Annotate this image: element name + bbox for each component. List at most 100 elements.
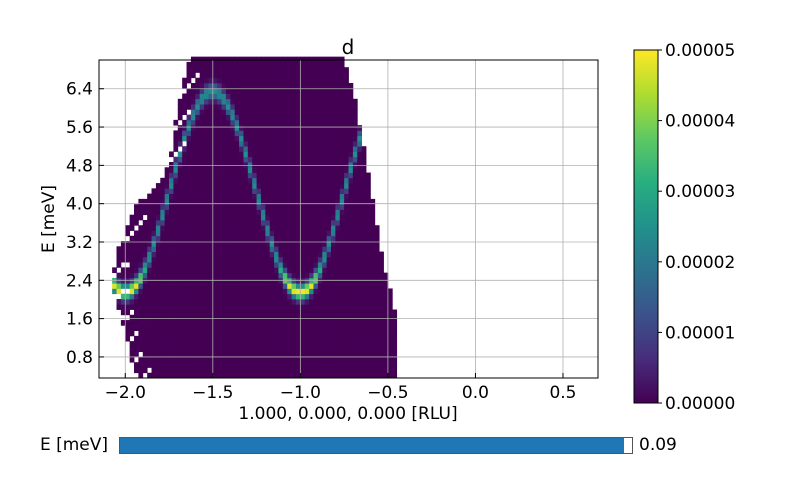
heatmap-cell (304, 309, 310, 316)
heatmap-cell (173, 140, 179, 147)
heatmap-cell (125, 325, 131, 331)
heatmap-cell (151, 372, 157, 379)
heatmap-cell (282, 230, 288, 237)
heatmap-cell (134, 214, 139, 221)
heatmap-cell (125, 298, 131, 305)
heatmap-cell (335, 225, 341, 231)
heatmap-cell (339, 56, 345, 63)
heatmap-cell (387, 335, 393, 342)
heatmap-cell (313, 119, 319, 126)
heatmap-cell (348, 183, 354, 189)
heatmap-cell (339, 293, 345, 300)
heatmap-cell (322, 67, 328, 73)
heatmap-cell (243, 77, 249, 84)
heatmap-cell (265, 298, 271, 305)
heatmap-cell (291, 225, 297, 231)
heatmap-cell (252, 88, 257, 94)
heatmap-cell (344, 225, 349, 231)
heatmap-cell (357, 346, 363, 353)
heatmap-cell (234, 214, 240, 221)
heatmap-cell (287, 77, 292, 84)
heatmap-cell (269, 219, 275, 226)
heatmap-cell (116, 251, 122, 258)
heatmap-cell (322, 162, 328, 168)
heatmap-cell (151, 341, 157, 347)
heatmap-cell (225, 309, 231, 316)
heatmap-cell (274, 277, 279, 284)
heatmap-cell (208, 335, 214, 342)
heatmap-cell (295, 204, 301, 210)
heatmap-cell (344, 230, 349, 237)
heatmap-cell (339, 335, 345, 342)
heatmap-cell (278, 367, 284, 374)
heatmap-cell (147, 193, 152, 200)
heatmap-cell (304, 330, 310, 337)
heatmap-cell (182, 219, 187, 226)
heatmap-cell (313, 235, 319, 242)
heatmap-cell (234, 162, 240, 168)
heatmap-cell (147, 362, 152, 368)
heatmap-cell (186, 198, 192, 205)
heatmap-cell (155, 235, 161, 242)
heatmap-cell (155, 209, 161, 216)
heatmap-cell (252, 156, 257, 163)
heatmap-cell (230, 272, 236, 279)
heatmap-cell (173, 304, 179, 310)
heatmap-cell (177, 98, 183, 105)
heatmap-cell (352, 198, 358, 205)
heatmap-cell (204, 198, 209, 205)
heatmap-cell (155, 262, 161, 268)
heatmap-cell (282, 61, 288, 68)
heatmap-cell (383, 330, 389, 337)
heatmap-cell (160, 188, 166, 195)
heatmap-cell (247, 309, 253, 316)
heatmap-cell (291, 72, 297, 79)
heatmap-cell (252, 119, 257, 126)
heatmap-cell (182, 298, 187, 305)
heatmap-cell (322, 367, 328, 374)
heatmap-cell (309, 330, 314, 337)
heatmap-cell (239, 335, 244, 342)
heatmap-cell (313, 188, 319, 195)
heatmap-cell (274, 93, 279, 100)
heatmap-cell (195, 362, 201, 368)
heatmap-cell (186, 277, 192, 284)
heatmap-cell (313, 314, 319, 321)
heatmap-cell (129, 304, 135, 310)
heatmap-cell (182, 367, 187, 374)
heatmap-cell (282, 114, 288, 121)
heatmap-cell (370, 198, 376, 205)
heatmap-cell (326, 56, 332, 63)
heatmap-cell (252, 330, 257, 337)
heatmap-cell (379, 272, 384, 279)
heatmap-cell (142, 267, 148, 274)
heatmap-cell (366, 335, 371, 342)
heatmap-cell (361, 162, 367, 168)
heatmap-cell (278, 88, 284, 94)
heatmap-cell (217, 293, 222, 300)
heatmap-cell (182, 330, 187, 337)
heatmap-cell (204, 367, 209, 374)
heatmap-cell (361, 362, 367, 368)
heatmap-cell (147, 288, 152, 295)
heatmap-cell (309, 172, 314, 179)
heatmap-cell (361, 277, 367, 284)
heatmap-cell (300, 325, 306, 331)
heatmap-cell (300, 283, 306, 289)
slider-track[interactable] (119, 437, 633, 454)
heatmap-cell (300, 77, 306, 84)
heatmap-cell (147, 214, 152, 221)
heatmap-cell (339, 140, 345, 147)
heatmap-cell (274, 88, 279, 94)
heatmap-cell (309, 156, 314, 163)
heatmap-cell (177, 235, 183, 242)
heatmap-cell (317, 167, 323, 173)
heatmap-cell (265, 246, 271, 252)
heatmap-cell (243, 56, 249, 63)
heatmap-cell (208, 241, 214, 247)
heatmap-cell (199, 193, 205, 200)
heatmap-cell (361, 309, 367, 316)
heatmap-cell (278, 209, 284, 216)
heatmap-cell (186, 272, 192, 279)
heatmap-cell (260, 130, 266, 137)
